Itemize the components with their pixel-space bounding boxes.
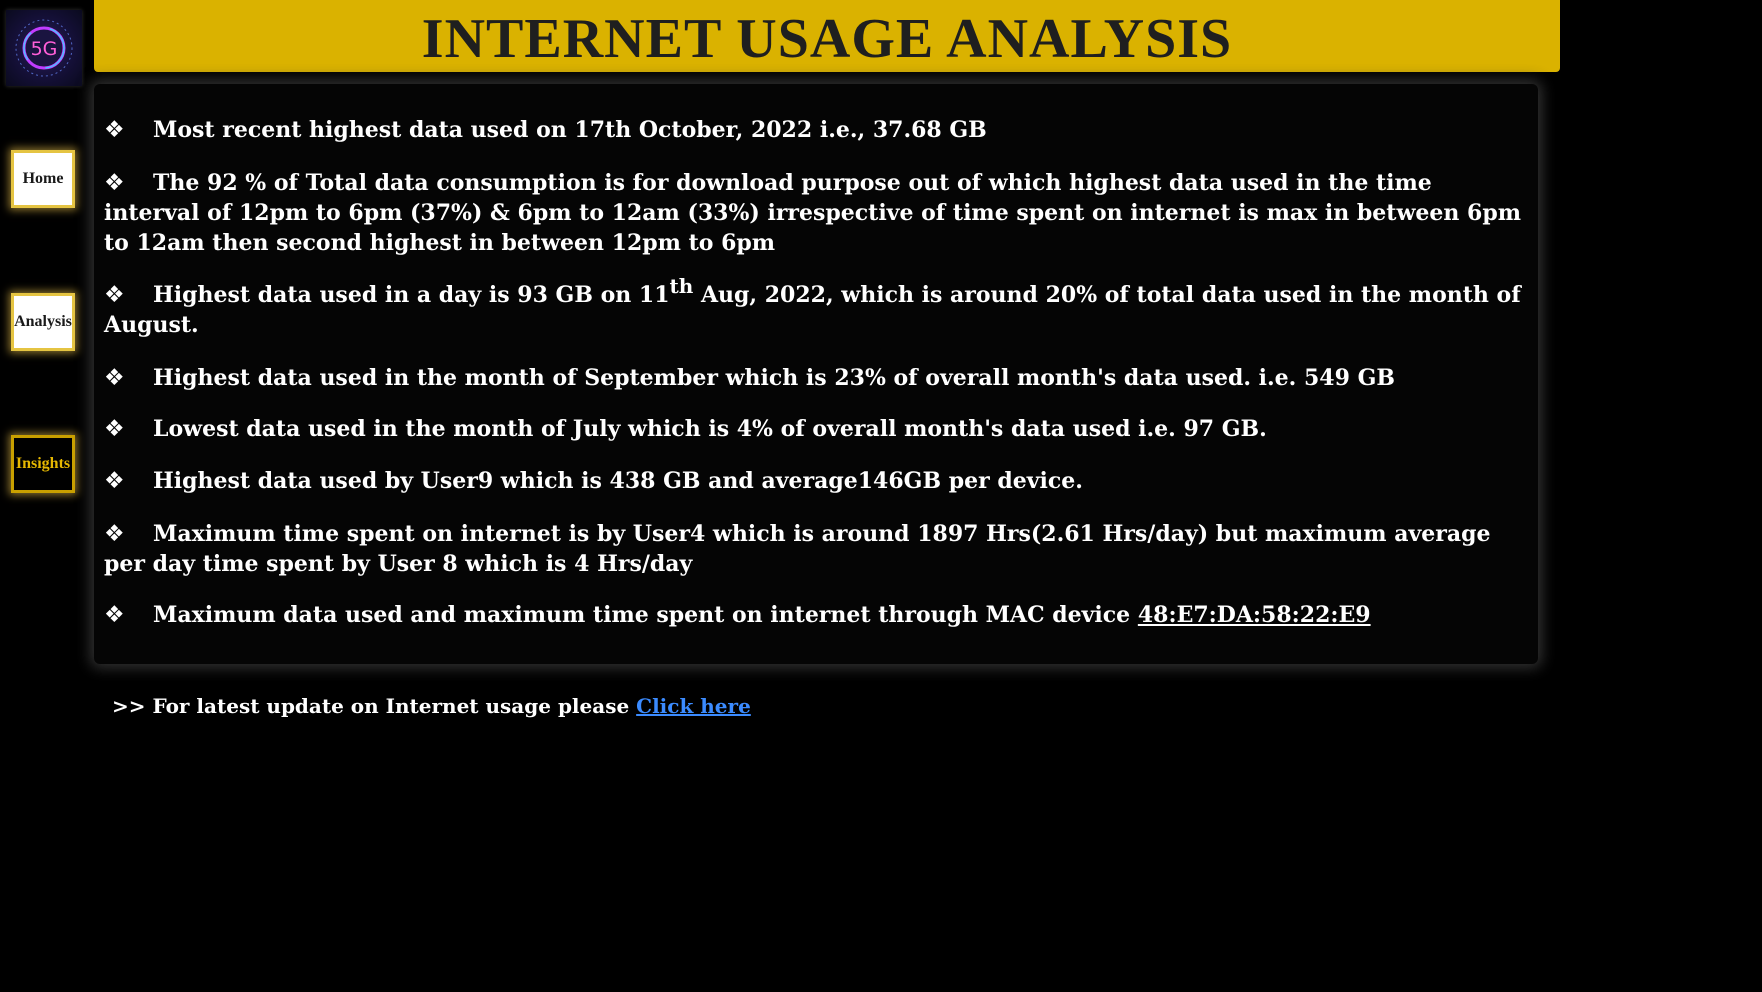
insight-text: Highest data used in a day is 93 GB on 1… [153,282,670,308]
nav-home-button[interactable]: Home [11,150,75,208]
insight-text: Highest data used in the month of Septem… [153,365,1395,391]
nav-analysis-label: Analysis [14,313,72,330]
nav-analysis-button[interactable]: Analysis [11,293,75,351]
mac-address-link[interactable]: 48:E7:DA:58:22:E9 [1137,602,1371,628]
nav-insights-label: Insights [15,455,71,472]
insight-text: The 92 % of Total data consumption is fo… [104,170,1522,256]
diamond-bullet-icon: ❖ [104,282,125,308]
insight-text-continued: Aug, 2022, which is around 20% of total … [104,282,1521,338]
diamond-bullet-icon: ❖ [104,117,125,143]
diamond-bullet-icon: ❖ [104,468,125,494]
insight-item: ❖ Highest data used in a day is 93 GB on … [104,276,1524,340]
insight-text: Maximum time spent on internet is by Use… [104,521,1491,577]
nav-insights-button[interactable]: Insights [11,435,75,493]
title-bar: INTERNET USAGE ANALYSIS [94,0,1560,72]
insight-item: ❖ Highest data used in the month of Septe… [104,363,1524,393]
insight-text: Maximum data used and maximum time spent… [153,602,1138,628]
insight-text: Lowest data used in the month of July wh… [153,416,1267,442]
5g-logo-graphic: 5G [15,19,73,77]
insight-text: Highest data used by User9 which is 438 … [153,468,1083,494]
insight-item: ❖ Maximum data used and maximum time spen… [104,600,1524,630]
insight-item: ❖ Highest data used by User9 which is 438… [104,466,1524,496]
diamond-bullet-icon: ❖ [104,416,125,442]
5g-logo: 5G [6,10,82,86]
insight-item: ❖ The 92 % of Total data consumption is f… [104,168,1524,258]
insight-item: ❖ Lowest data used in the month of July w… [104,414,1524,444]
diamond-bullet-icon: ❖ [104,365,125,391]
insight-item: ❖ Maximum time spent on internet is by Us… [104,519,1524,579]
diamond-bullet-icon: ❖ [104,170,125,196]
click-here-link[interactable]: Click here [636,694,751,718]
insight-superscript: th [669,274,694,298]
nav-home-label: Home [22,170,64,187]
logo-text: 5G [31,38,58,60]
insight-item: ❖ Most recent highest data used on 17th O… [104,115,1524,145]
insight-text: Most recent highest data used on 17th Oc… [153,117,987,143]
page-title: INTERNET USAGE ANALYSIS [421,8,1233,70]
diamond-bullet-icon: ❖ [104,521,125,547]
footer-text: >> For latest update on Internet usage p… [112,694,637,718]
diamond-bullet-icon: ❖ [104,602,125,628]
insights-panel [94,84,1538,664]
footer-note: >> For latest update on Internet usage p… [112,694,751,718]
